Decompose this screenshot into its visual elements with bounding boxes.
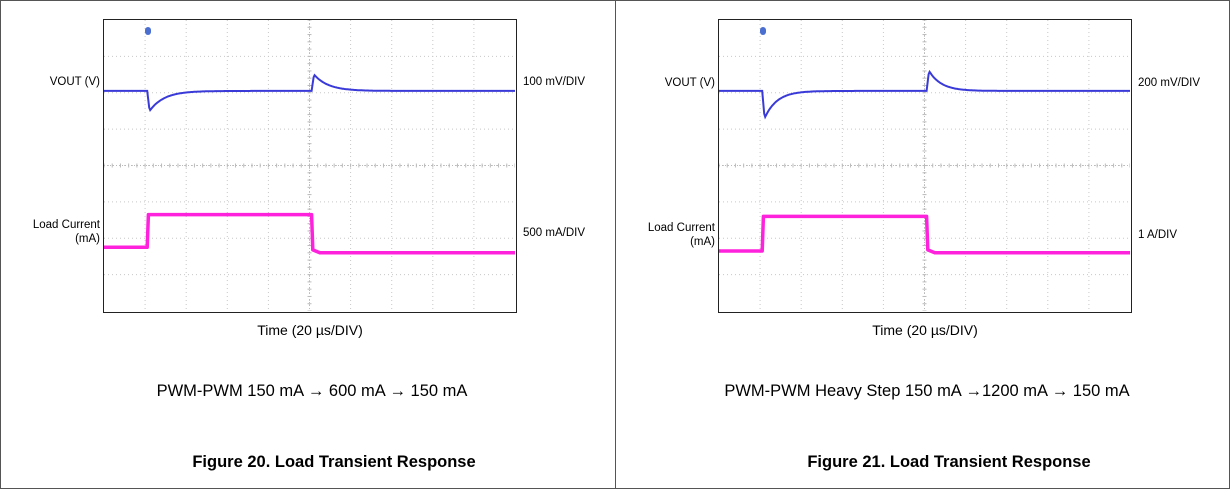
current-label-line1: Load Current <box>647 222 715 234</box>
figure-subtitle: PWM-PWM 150 mA → 600 mA → 150 mA <box>156 382 468 400</box>
scope-screen-21 <box>718 19 1132 313</box>
oscilloscope-plot-21 <box>719 20 1130 311</box>
x-axis-label: Time (20 µs/DIV) <box>872 322 978 338</box>
figure-20-panel: VOUT (V) Load Current (mA) 100 mV/DIV 50… <box>0 0 616 489</box>
vout-trace <box>719 69 1130 120</box>
load-current-trace <box>719 214 1130 255</box>
trigger-marker-icon <box>760 27 766 35</box>
current-axis-label: Load Current (mA) <box>11 218 100 246</box>
current-scale-label: 500 mA/DIV <box>523 227 585 239</box>
vout-axis-label: VOUT (V) <box>49 76 100 88</box>
vout-scale-label: 100 mV/DIV <box>523 76 585 88</box>
current-label-line1: Load Current <box>32 219 100 231</box>
figure-21-panel: VOUT (V) Load Current (mA) 200 mV/DIV 1 … <box>615 0 1230 489</box>
figure-subtitle: PWM-PWM Heavy Step 150 mA →1200 mA → 150… <box>724 382 1130 400</box>
current-axis-label: Load Current (mA) <box>626 221 715 249</box>
figure-caption: Figure 20. Load Transient Response <box>192 453 476 471</box>
graticule <box>719 20 1130 311</box>
graticule <box>104 20 515 311</box>
current-label-line2: (mA) <box>690 236 715 248</box>
current-label-line2: (mA) <box>75 233 100 245</box>
current-scale-label: 1 A/DIV <box>1138 229 1177 241</box>
figure-caption: Figure 21. Load Transient Response <box>807 453 1091 471</box>
vout-trace <box>104 73 515 113</box>
scope-screen-20 <box>103 19 517 313</box>
load-current-trace <box>104 212 515 255</box>
oscilloscope-plot-20 <box>104 20 515 311</box>
trigger-marker-icon <box>145 27 151 35</box>
x-axis-label: Time (20 µs/DIV) <box>257 322 363 338</box>
vout-scale-label: 200 mV/DIV <box>1138 77 1200 89</box>
vout-axis-label: VOUT (V) <box>664 77 715 89</box>
